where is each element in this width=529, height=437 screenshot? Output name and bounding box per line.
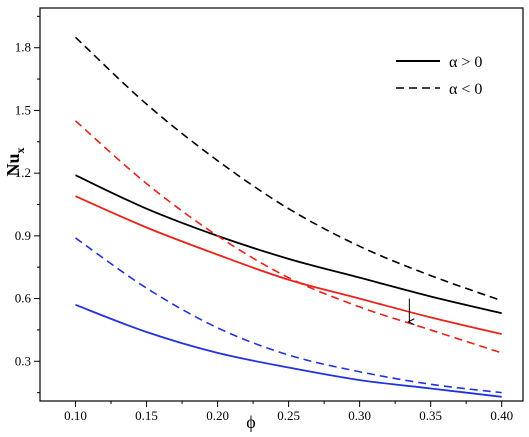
y-tick-label: 1.5 [15, 102, 31, 117]
legend: α > 0 α < 0 [396, 54, 482, 98]
x-tick-label: 0.15 [135, 408, 158, 423]
y-axis-label-main: Nu [3, 153, 23, 176]
y-tick-label: 1.8 [15, 40, 31, 55]
series-line-2 [74, 36, 502, 302]
legend-label-negative: α < 0 [449, 81, 482, 98]
y-axis-label-sub: x [13, 147, 27, 153]
y-axis: 0.3 0.6 0.9 1.2 1.5 1.8 [15, 15, 40, 394]
series-line-4 [74, 120, 502, 354]
x-tick-label: 0.35 [419, 408, 442, 423]
y-axis-label: Nux [3, 147, 27, 176]
x-tick-label: 0.30 [348, 408, 371, 423]
series-layer [74, 36, 502, 398]
series-line-6 [75, 237, 502, 394]
y-tick-label: 0.3 [15, 353, 31, 368]
y-tick-label: 0.6 [15, 291, 32, 306]
x-axis-label: ϕ [246, 412, 255, 432]
svg-text:Nux: Nux [3, 147, 27, 176]
series-line-5 [75, 303, 502, 398]
legend-label-positive: α > 0 [449, 54, 482, 71]
x-axis: 0.10 0.15 0.20 0.25 0.30 0.35 0.40 [64, 401, 513, 423]
x-tick-label: 0.40 [490, 408, 513, 423]
series-line-1 [75, 174, 502, 315]
y-tick-label: 1.2 [15, 165, 31, 180]
series-line-3 [75, 195, 502, 335]
x-tick-label: 0.20 [206, 408, 229, 423]
x-tick-label: 0.25 [277, 408, 300, 423]
x-tick-label: 0.10 [64, 408, 87, 423]
y-tick-label: 0.9 [15, 228, 31, 243]
